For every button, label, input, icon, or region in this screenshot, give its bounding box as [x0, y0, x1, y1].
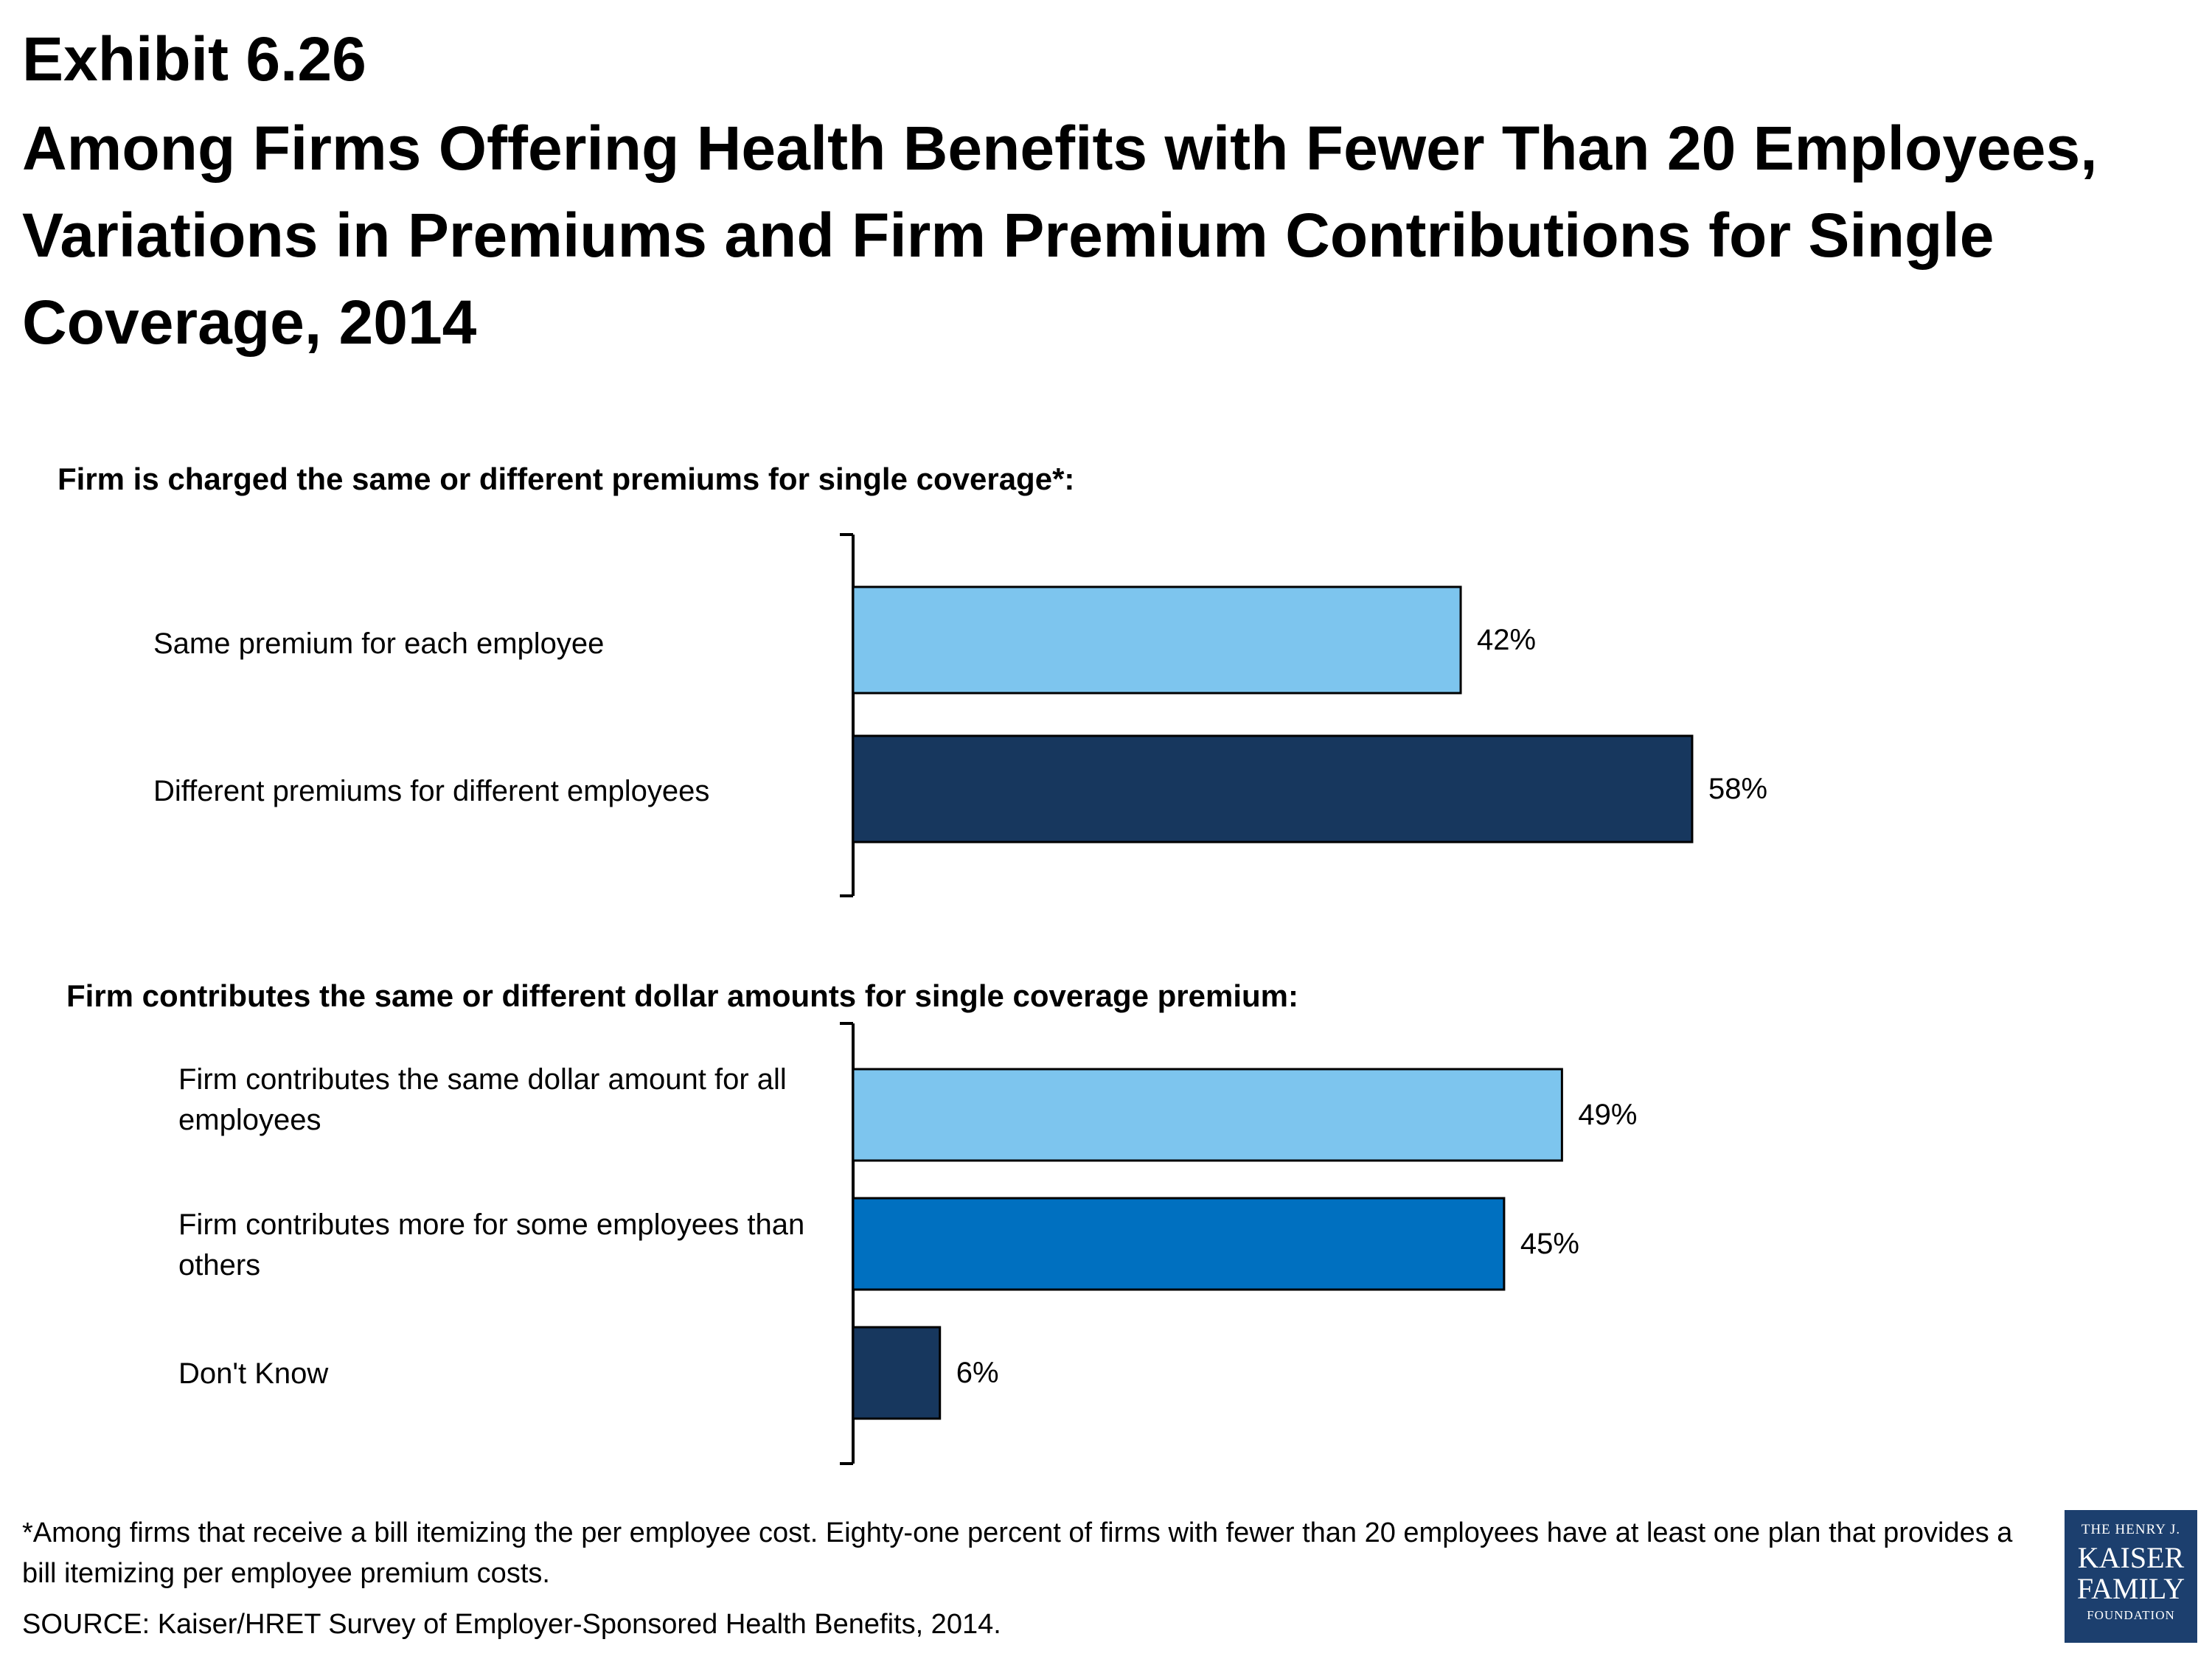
- bar: [852, 585, 1462, 695]
- bar-value-label: 6%: [956, 1357, 999, 1389]
- section-title-contributions: Firm contributes the same or different d…: [66, 978, 1298, 1013]
- section-title-premiums: Firm is charged the same or different pr…: [58, 462, 1075, 496]
- logo-line-3: FAMILY: [2076, 1572, 2185, 1605]
- logo-line-4: FOUNDATION: [2087, 1608, 2175, 1622]
- category-label-same-contribution: Firm contributes the same dollar amount …: [178, 1063, 787, 1136]
- logo-line-1: THE HENRY J.: [2081, 1522, 2181, 1537]
- chart-title: Among Firms Offering Health Benefits wit…: [22, 114, 2098, 357]
- bar-value-label: 58%: [1708, 773, 1767, 805]
- source-note: SOURCE: Kaiser/HRET Survey of Employer-S…: [22, 1609, 1001, 1640]
- category-label-dont-know: Don't Know: [178, 1357, 329, 1390]
- bar-value-label: 42%: [1477, 624, 1536, 656]
- category-label-same-premium: Same premium for each employee: [153, 627, 605, 660]
- bar: [852, 1068, 1563, 1162]
- bar: [852, 734, 1694, 844]
- category-label-more-for-some: Firm contributes more for some employees…: [178, 1208, 805, 1281]
- bar-charts: 42% 58% 49% 45% 6%: [840, 533, 1767, 1465]
- logo-line-2: KAISER: [2077, 1541, 2185, 1574]
- bar: [852, 1197, 1506, 1291]
- bar-value-label: 45%: [1520, 1228, 1579, 1260]
- kaiser-family-foundation-logo: THE HENRY J. KAISER FAMILY FOUNDATION: [2065, 1510, 2197, 1643]
- exhibit-number: Exhibit 6.26: [22, 24, 366, 94]
- bar: [852, 1326, 942, 1420]
- category-label-different-premiums: Different premiums for different employe…: [153, 775, 710, 807]
- footnote: *Among firms that receive a bill itemizi…: [22, 1517, 2013, 1589]
- bar-value-label: 49%: [1578, 1099, 1637, 1131]
